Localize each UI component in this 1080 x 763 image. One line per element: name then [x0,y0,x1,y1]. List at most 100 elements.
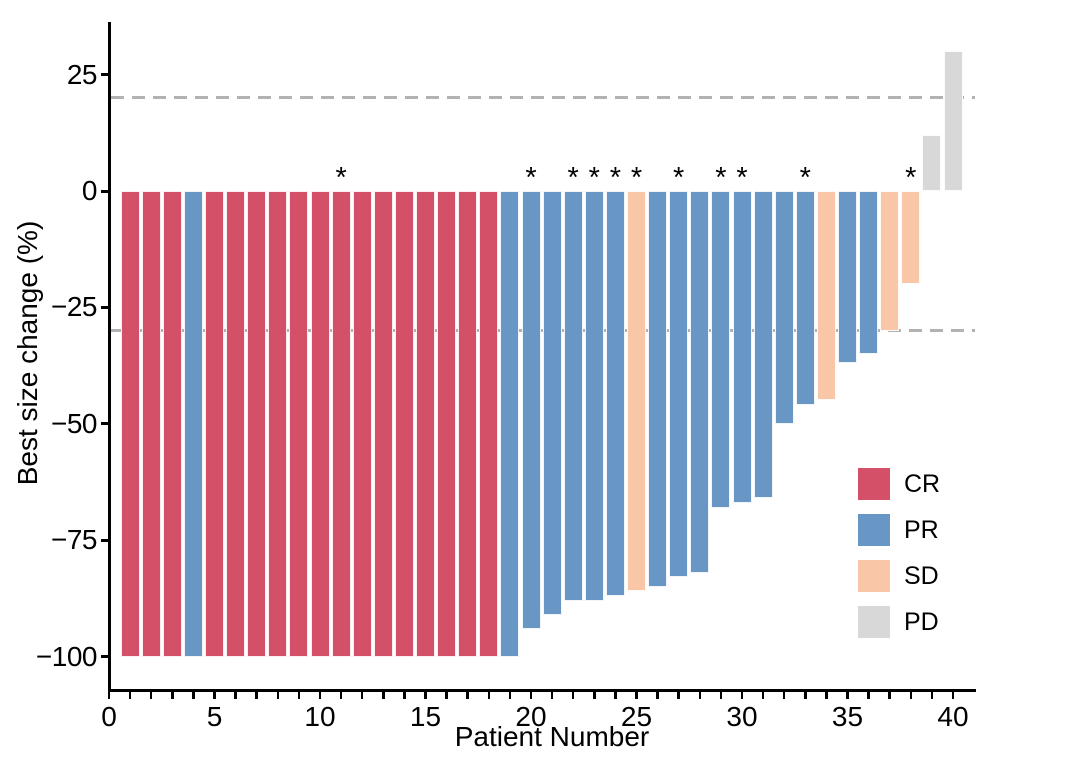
x-tick-label: 15 [409,701,442,732]
bar-patient-6 [226,191,246,657]
bar-patient-34 [816,191,836,401]
bar-patient-23 [584,191,604,601]
y-tick [101,422,108,426]
bar-patient-25 [627,191,646,592]
y-tick-label: −50 [51,407,98,439]
x-tick [508,691,512,699]
x-tick [635,691,638,699]
x-tick [846,691,849,699]
star-annotation-patient-23: * [588,162,600,194]
x-tick [424,691,427,699]
bar-patient-20 [521,191,541,629]
x-tick [318,691,322,699]
y-tick [101,655,108,658]
bar-patient-29 [711,191,731,508]
x-tick [403,691,406,699]
x-tick [930,691,934,699]
y-tick-label: 25 [66,58,98,90]
bar-patient-31 [753,191,773,499]
bar-patient-14 [394,191,414,657]
bar-patient-12 [352,191,372,657]
x-tick-label: 40 [937,701,969,732]
legend-swatch-sd [858,560,890,592]
y-axis-line [107,22,111,692]
y-tick [101,73,108,77]
x-axis-line [107,688,976,692]
x-tick-label: 25 [620,701,653,732]
x-tick-label: 5 [206,701,223,732]
bar-patient-9 [289,191,309,657]
x-tick [529,691,533,699]
legend-item-cr: CR [858,468,940,500]
x-tick [909,691,913,699]
bar-patient-24 [605,191,625,596]
legend-label-sd: SD [904,562,939,590]
star-annotation-patient-20: * [525,162,537,194]
bar-patient-36 [859,191,879,354]
legend-label-pd: PD [904,608,939,636]
bar-patient-3 [162,191,182,657]
legend-swatch-pd [858,606,890,638]
star-annotation-patient-29: * [715,162,727,194]
star-annotation-patient-25: * [630,162,643,194]
star-annotation-patient-38: * [905,162,917,194]
y-tick [101,538,108,542]
x-tick [698,691,702,699]
bar-patient-5 [205,191,224,657]
bar-patient-1 [120,191,140,657]
bar-patient-16 [437,191,457,657]
x-tick [382,691,385,699]
x-tick [677,691,680,699]
bar-patient-21 [542,191,562,615]
bar-patient-11 [331,191,351,657]
x-tick [825,691,828,699]
bar-patient-7 [247,191,267,657]
x-tick [171,691,174,699]
bar-patient-30 [732,191,752,503]
bar-patient-17 [458,191,478,657]
star-annotation-patient-24: * [609,162,622,194]
bar-patient-38 [901,191,921,285]
x-tick [297,691,301,699]
legend-label-pr: PR [904,516,939,544]
x-tick [804,691,807,699]
bar-patient-32 [774,191,794,424]
legend-item-sd: SD [858,560,940,592]
bar-patient-28 [690,191,710,573]
bar-patient-37 [880,191,900,331]
x-tick-label: 20 [515,701,547,732]
x-tick [550,691,554,699]
x-tick [761,691,765,699]
y-tick [101,305,108,309]
legend-swatch-pr [858,514,890,546]
x-tick [593,691,596,699]
x-tick [445,691,448,699]
x-tick [719,691,723,699]
star-annotation-patient-22: * [567,162,579,194]
bar-patient-4 [183,191,203,657]
x-tick [888,691,891,699]
x-tick-label: 0 [101,701,117,732]
y-tick-label: −100 [35,640,98,672]
bar-patient-2 [141,191,161,657]
x-tick [487,691,491,699]
x-tick [339,691,343,699]
x-tick-label: 30 [726,701,758,732]
star-annotation-patient-33: * [799,162,811,194]
bar-patient-33 [795,191,815,406]
x-tick [276,691,280,699]
bar-patient-19 [500,191,520,657]
x-tick [107,691,111,699]
legend-item-pr: PR [858,514,940,546]
x-tick-label: 35 [831,701,864,732]
star-annotation-patient-11: * [335,162,347,194]
bar-patient-8 [268,191,288,657]
bar-patient-26 [648,191,668,587]
bar-patient-39 [922,135,942,191]
x-tick [360,691,364,699]
x-tick [234,691,237,699]
legend: CR PR SD PD [858,468,940,652]
bar-patient-13 [373,191,393,657]
x-tick [867,691,870,699]
